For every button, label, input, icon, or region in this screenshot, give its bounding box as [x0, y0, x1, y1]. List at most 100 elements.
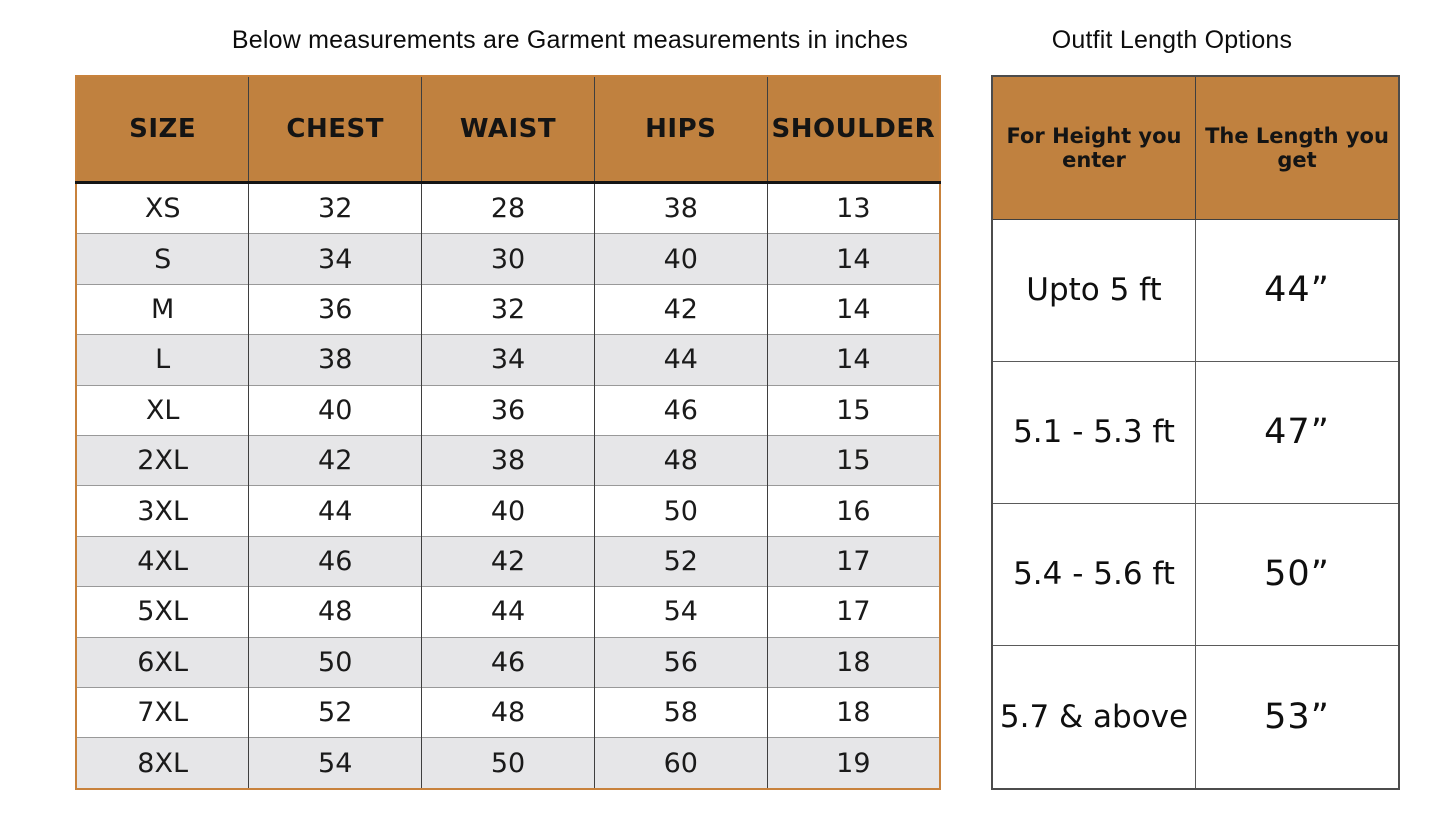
column-header: For Height you enter — [991, 75, 1196, 220]
value-cell: 14 — [766, 283, 941, 335]
value-cell: 19 — [766, 737, 941, 789]
value-cell: 15 — [766, 434, 941, 486]
value-cell: 34 — [248, 233, 423, 285]
value-cell: 47” — [1195, 360, 1400, 504]
value-cell: 30 — [421, 233, 595, 285]
table-row: Upto 5 ft 44” — [991, 218, 1400, 362]
row-label-cell: 5.1 - 5.3 ft — [991, 360, 1196, 504]
value-cell: 50 — [421, 737, 595, 789]
table-row: 6XL 50 46 56 18 — [75, 636, 941, 688]
value-cell: 44” — [1195, 218, 1400, 362]
value-cell: 18 — [766, 686, 941, 738]
value-cell: 54 — [248, 737, 423, 789]
column-header: SIZE — [75, 76, 250, 184]
row-label-cell: M — [75, 283, 250, 335]
value-cell: 46 — [593, 384, 768, 436]
table-row: XS 32 28 38 13 — [75, 182, 941, 234]
value-cell: 40 — [421, 485, 595, 537]
value-cell: 36 — [248, 283, 423, 335]
row-label-cell: 5XL — [75, 586, 250, 637]
value-cell: 48 — [593, 434, 768, 486]
value-cell: 48 — [248, 586, 423, 637]
outfit-length-body: Upto 5 ft 44” 5.1 - 5.3 ft 47” 5.4 - 5.6 ft 5… — [991, 218, 1400, 790]
row-label-cell: 6XL — [75, 636, 250, 688]
table-row: XL 40 36 46 15 — [75, 384, 941, 436]
value-cell: 40 — [248, 384, 423, 436]
value-cell: 13 — [766, 182, 941, 234]
outfit-length-header: For Height you enter The Length you get — [991, 75, 1400, 220]
value-cell: 44 — [248, 485, 423, 537]
value-cell: 14 — [766, 334, 941, 386]
row-label-cell: L — [75, 334, 250, 386]
row-label-cell: 3XL — [75, 485, 250, 537]
outfit-length-table: For Height you enter The Length you get U… — [991, 75, 1400, 790]
value-cell: 53” — [1195, 644, 1400, 790]
value-cell: 48 — [421, 686, 595, 738]
value-cell: 46 — [248, 535, 423, 587]
value-cell: 34 — [421, 334, 595, 386]
column-header: WAIST — [421, 76, 595, 184]
table-row: S 34 30 40 14 — [75, 233, 941, 285]
value-cell: 54 — [593, 586, 768, 637]
value-cell: 16 — [766, 485, 941, 537]
value-cell: 18 — [766, 636, 941, 688]
value-cell: 17 — [766, 535, 941, 587]
header-row: For Height you enter The Length you get — [991, 75, 1400, 220]
value-cell: 50” — [1195, 502, 1400, 646]
table-row: M 36 32 42 14 — [75, 283, 941, 335]
garment-table-header: SIZE CHEST WAIST HIPS SHOULDER — [75, 76, 941, 184]
table-row: 8XL 54 50 60 19 — [75, 737, 941, 789]
column-header: The Length you get — [1195, 75, 1400, 220]
header-row: SIZE CHEST WAIST HIPS SHOULDER — [75, 76, 941, 184]
column-header: CHEST — [248, 76, 423, 184]
value-cell: 38 — [421, 434, 595, 486]
row-label-cell: XL — [75, 384, 250, 436]
row-label-cell: 2XL — [75, 434, 250, 486]
value-cell: 42 — [248, 434, 423, 486]
value-cell: 58 — [593, 686, 768, 738]
row-label-cell: 4XL — [75, 535, 250, 587]
value-cell: 50 — [248, 636, 423, 688]
value-cell: 17 — [766, 586, 941, 637]
row-label-cell: 7XL — [75, 686, 250, 738]
value-cell: 15 — [766, 384, 941, 436]
value-cell: 36 — [421, 384, 595, 436]
value-cell: 46 — [421, 636, 595, 688]
value-cell: 40 — [593, 233, 768, 285]
value-cell: 52 — [248, 686, 423, 738]
value-cell: 28 — [421, 182, 595, 234]
outfit-length-title: Outfit Length Options — [1051, 26, 1293, 54]
table-row: 5.7 & above 53” — [991, 644, 1400, 790]
value-cell: 14 — [766, 233, 941, 285]
table-row: 7XL 52 48 58 18 — [75, 686, 941, 738]
value-cell: 32 — [248, 182, 423, 234]
column-header: SHOULDER — [766, 76, 941, 184]
table-row: 5.1 - 5.3 ft 47” — [991, 360, 1400, 504]
value-cell: 44 — [421, 586, 595, 637]
row-label-cell: XS — [75, 182, 250, 234]
value-cell: 42 — [593, 283, 768, 335]
column-header: HIPS — [593, 76, 768, 184]
garment-size-table: SIZE CHEST WAIST HIPS SHOULDER XS 32 28 38 13 S 34… — [75, 75, 941, 790]
value-cell: 60 — [593, 737, 768, 789]
table-row: 5.4 - 5.6 ft 50” — [991, 502, 1400, 646]
value-cell: 38 — [593, 182, 768, 234]
value-cell: 44 — [593, 334, 768, 386]
row-label-cell: 5.7 & above — [991, 644, 1196, 790]
row-label-cell: 8XL — [75, 737, 250, 789]
table-row: 3XL 44 40 50 16 — [75, 485, 941, 537]
garment-table-body: XS 32 28 38 13 S 34 30 40 14 M 36 32 42 14 L 38 34 44 14 XL 4… — [75, 182, 941, 789]
table-row: 4XL 46 42 52 17 — [75, 535, 941, 587]
row-label-cell: 5.4 - 5.6 ft — [991, 502, 1196, 646]
table-row: 2XL 42 38 48 15 — [75, 434, 941, 486]
value-cell: 52 — [593, 535, 768, 587]
table-row: 5XL 48 44 54 17 — [75, 586, 941, 637]
garment-table-title: Below measurements are Garment measureme… — [231, 26, 909, 54]
value-cell: 56 — [593, 636, 768, 688]
table-row: L 38 34 44 14 — [75, 334, 941, 386]
row-label-cell: Upto 5 ft — [991, 218, 1196, 362]
value-cell: 38 — [248, 334, 423, 386]
value-cell: 50 — [593, 485, 768, 537]
row-label-cell: S — [75, 233, 250, 285]
